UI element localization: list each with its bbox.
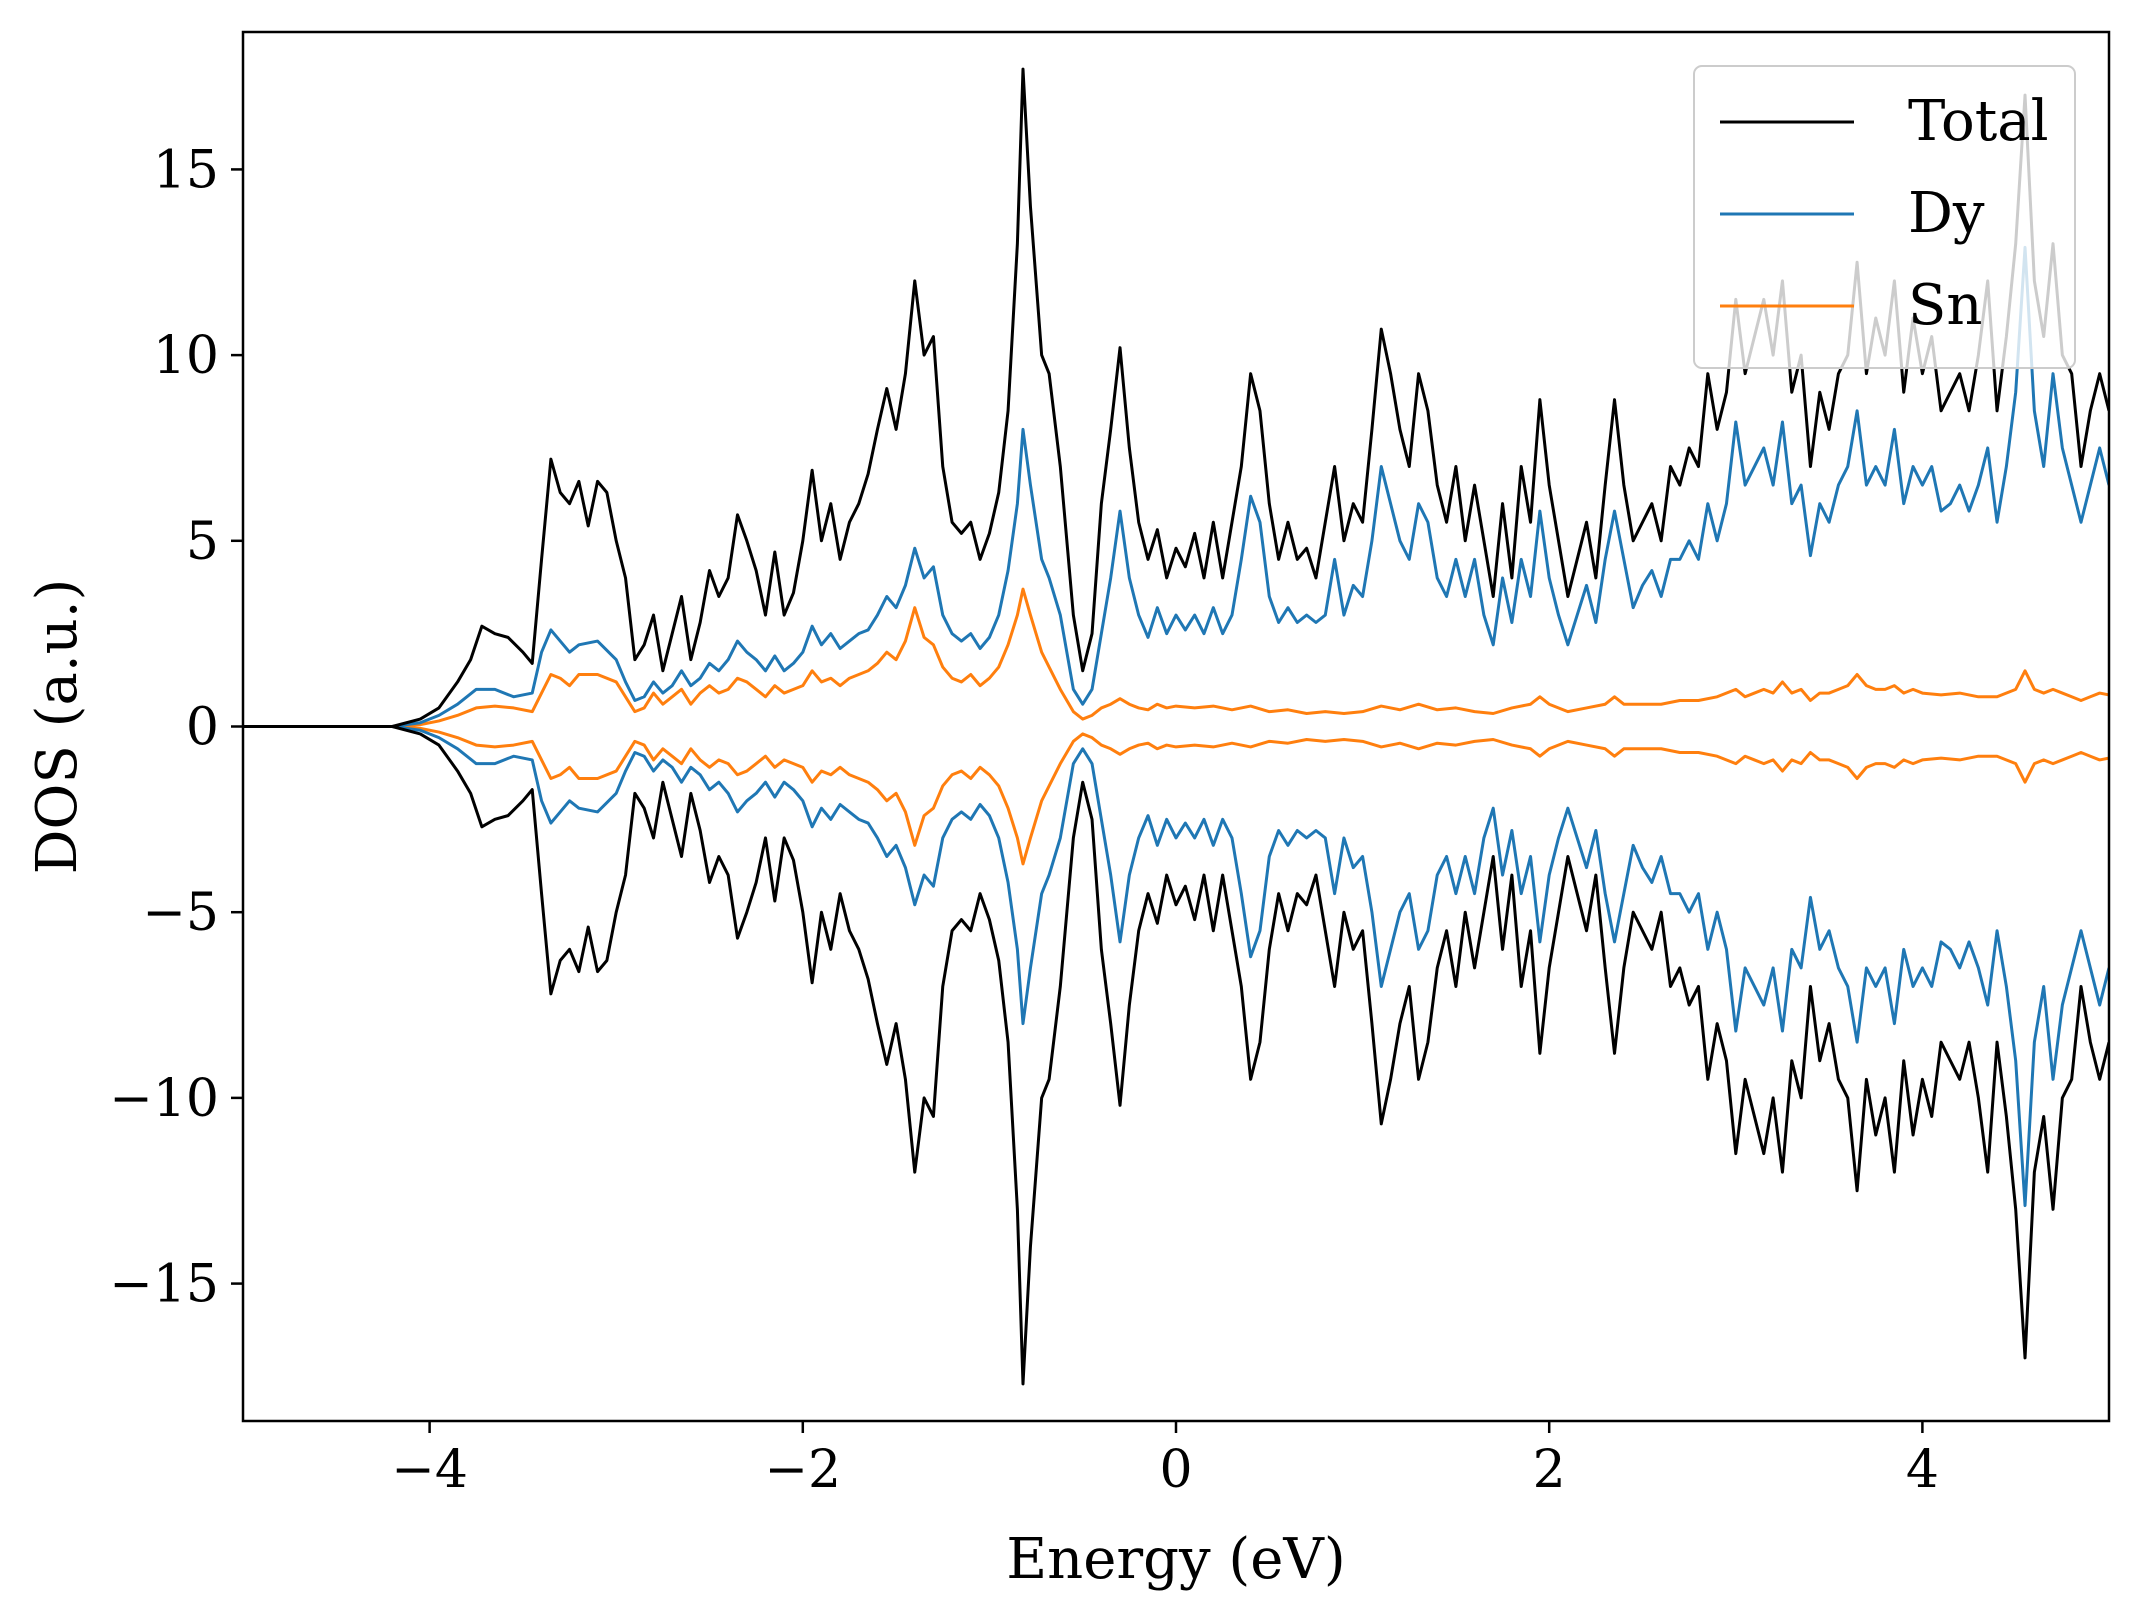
- series-line-dy-down: [243, 725, 2109, 1208]
- x-tick-label: 0: [1159, 1440, 1192, 1500]
- y-tick-label: 10: [153, 326, 219, 386]
- series-layer: [243, 67, 2109, 1386]
- y-tick-label: −10: [109, 1069, 219, 1129]
- series-line-dy-up: [243, 245, 2109, 728]
- y-axis-ticks: −15 −10 −5 0 5 10 15: [109, 140, 243, 1315]
- series-line-sn-up: [243, 587, 2109, 728]
- plot-area: [243, 67, 2109, 1386]
- x-tick-label: −2: [764, 1440, 841, 1500]
- y-tick-label: 15: [153, 140, 219, 200]
- x-tick-label: −4: [391, 1440, 468, 1500]
- legend-box: [1693, 65, 2076, 369]
- series-line-total-up: [243, 67, 2109, 728]
- legend-label-sn: Sn: [1908, 273, 1982, 338]
- y-tick-label: 0: [186, 698, 219, 758]
- x-tick-label: 4: [1906, 1440, 1939, 1500]
- series-line-sn-down: [243, 725, 2109, 866]
- y-axis-label: DOS (a.u.): [25, 579, 90, 875]
- y-tick-label: −5: [142, 883, 219, 943]
- y-tick-label: 5: [186, 512, 219, 572]
- legend-label-dy: Dy: [1908, 181, 1985, 246]
- legend: Total Dy Sn: [1693, 65, 2076, 369]
- series-line-total-down: [243, 725, 2109, 1386]
- y-tick-label: −15: [109, 1255, 219, 1315]
- x-tick-label: 2: [1533, 1440, 1566, 1500]
- x-axis-ticks: −4 −2 0 2 4: [391, 1421, 1939, 1500]
- legend-label-total: Total: [1908, 89, 2049, 154]
- x-axis-label: Energy (eV): [1006, 1527, 1345, 1592]
